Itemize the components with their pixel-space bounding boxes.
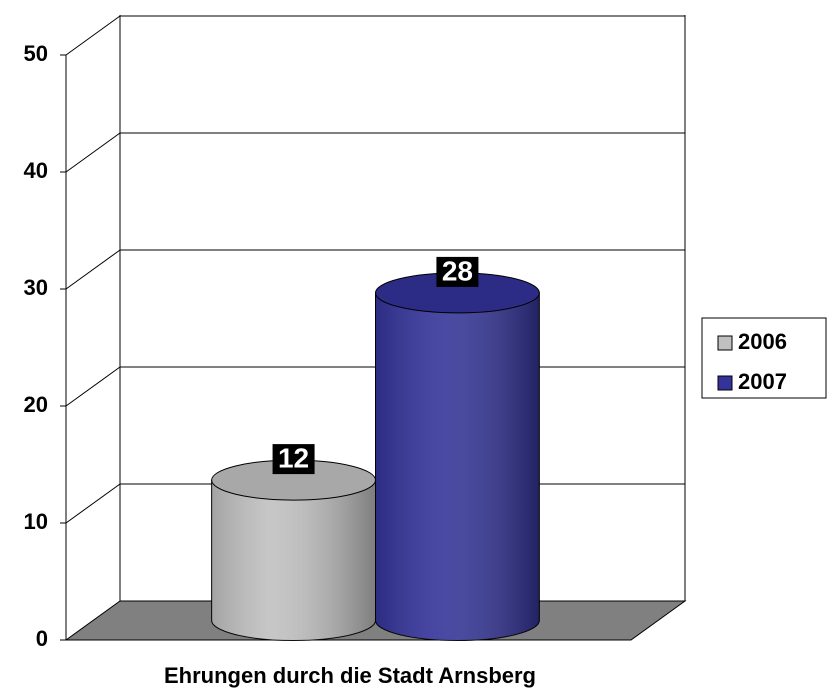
legend-swatch (717, 375, 733, 391)
y-tick-label: 0 (36, 626, 48, 651)
grid-line (65, 132, 121, 173)
data-label: 12 (278, 442, 309, 473)
y-tick-label: 20 (24, 392, 48, 417)
bar-top-shading (375, 272, 540, 313)
grid-line (65, 483, 121, 524)
y-tick-label: 10 (24, 509, 48, 534)
bar-top-shading (211, 460, 376, 501)
legend-label: 2006 (738, 329, 787, 354)
data-label-box (272, 444, 315, 475)
data-label-box (436, 256, 479, 287)
bar-shading (211, 480, 376, 641)
x-category-label: Ehrungen durch die Stadt Arnsberg (164, 663, 536, 688)
legend-label: 2007 (738, 369, 787, 394)
y-tick-label: 40 (24, 158, 48, 183)
grid-line (65, 249, 121, 290)
grid-line (65, 366, 121, 407)
data-label: 28 (442, 255, 473, 286)
grid-line (65, 15, 121, 56)
bar-shading (375, 292, 540, 641)
legend-swatch (717, 335, 733, 351)
y-tick-label: 50 (24, 41, 48, 66)
y-tick-label: 30 (24, 275, 48, 300)
